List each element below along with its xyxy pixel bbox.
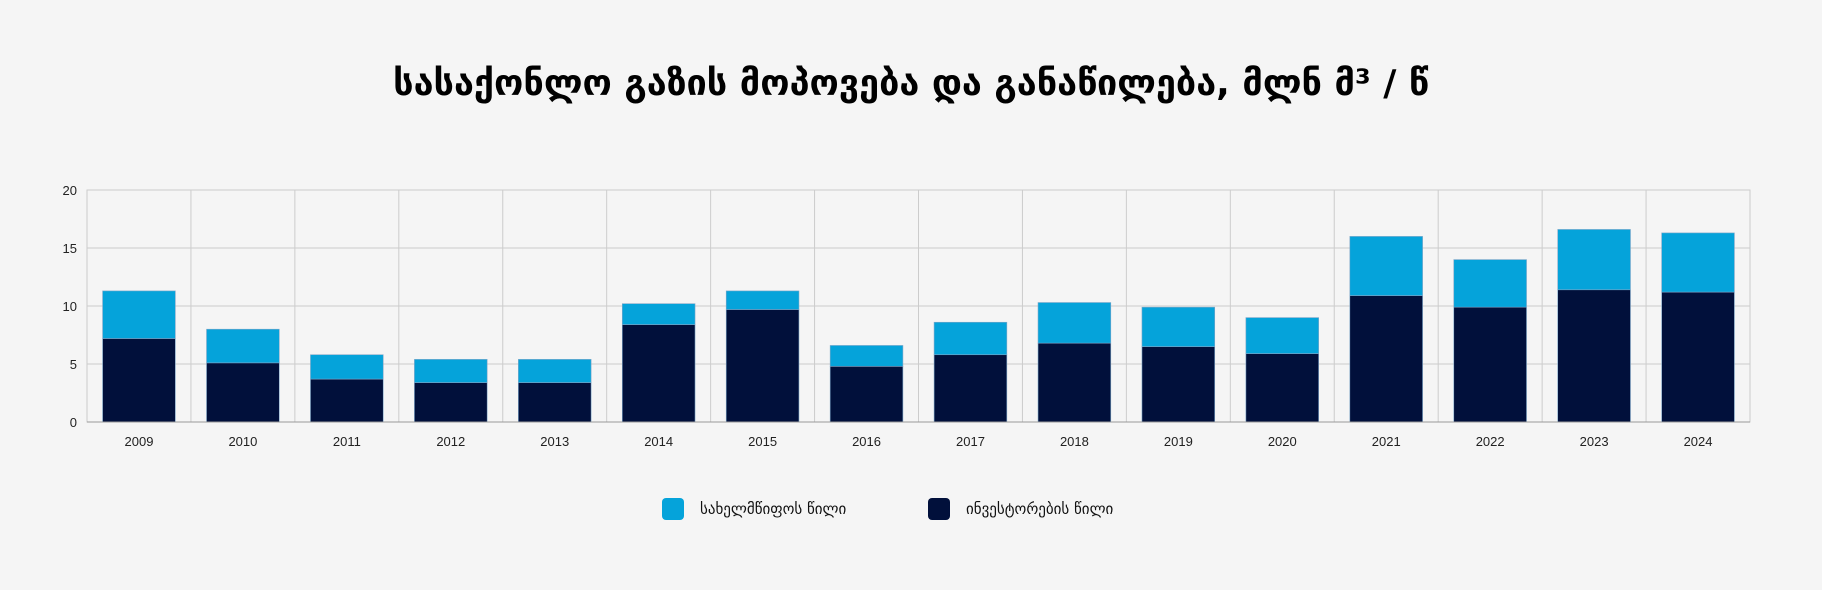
legend: სახელმწიფოს წილი ინვესტორების წილი bbox=[662, 498, 1114, 520]
bar-state-2024 bbox=[1661, 232, 1735, 293]
bar-state-2011 bbox=[310, 354, 384, 380]
bars bbox=[102, 229, 1735, 423]
bar-state-2009 bbox=[102, 290, 176, 339]
bar-investors-2016 bbox=[829, 366, 904, 423]
y-tick-label: 20 bbox=[63, 183, 77, 198]
x-tick-label: 2017 bbox=[956, 434, 985, 449]
x-tick-label: 2011 bbox=[333, 434, 361, 449]
bar-investors-2020 bbox=[1245, 353, 1319, 423]
bar-investors-2011 bbox=[310, 378, 384, 423]
bar-state-2018 bbox=[1037, 302, 1112, 344]
bar-state-2014 bbox=[621, 303, 696, 325]
legend-swatch-investors bbox=[928, 498, 950, 520]
bar-investors-2021 bbox=[1349, 295, 1423, 423]
x-tick-label: 2020 bbox=[1268, 434, 1297, 449]
bar-investors-2015 bbox=[725, 309, 800, 423]
x-tick-label: 2021 bbox=[1372, 434, 1401, 449]
chart-title: სასაქონლო გაზის მოპოვება და განაწილება, … bbox=[393, 63, 1429, 104]
bar-state-2010 bbox=[206, 328, 280, 364]
y-tick-label: 10 bbox=[63, 299, 77, 314]
bar-investors-2019 bbox=[1141, 346, 1216, 423]
x-tick-label: 2022 bbox=[1476, 434, 1505, 449]
x-tick-label: 2014 bbox=[644, 434, 673, 449]
bar-state-2017 bbox=[933, 321, 1008, 356]
bar-investors-2017 bbox=[933, 354, 1008, 423]
x-tick-label: 2023 bbox=[1580, 434, 1609, 449]
legend-label-investors: ინვესტორების წილი bbox=[966, 500, 1114, 518]
y-tick-label: 5 bbox=[70, 357, 77, 372]
x-tick-label: 2009 bbox=[125, 434, 154, 449]
bar-state-2015 bbox=[725, 290, 800, 310]
x-tick-label: 2024 bbox=[1684, 434, 1713, 449]
bar-investors-2014 bbox=[621, 324, 696, 423]
bar-investors-2024 bbox=[1661, 291, 1735, 423]
bar-state-2019 bbox=[1141, 306, 1216, 347]
bar-state-2020 bbox=[1245, 317, 1319, 354]
bar-state-2013 bbox=[518, 359, 592, 383]
y-axis: 0 5 10 15 20 bbox=[63, 183, 77, 430]
bar-state-2021 bbox=[1349, 236, 1423, 296]
bar-investors-2012 bbox=[414, 382, 488, 423]
x-tick-label: 2018 bbox=[1060, 434, 1089, 449]
x-tick-label: 2015 bbox=[748, 434, 777, 449]
x-tick-label: 2010 bbox=[228, 434, 257, 449]
bar-state-2012 bbox=[414, 359, 488, 383]
legend-swatch-state bbox=[662, 498, 684, 520]
bar-investors-2009 bbox=[102, 338, 176, 423]
bar-investors-2010 bbox=[206, 362, 280, 423]
bar-state-2022 bbox=[1453, 259, 1527, 308]
legend-label-state: სახელმწიფოს წილი bbox=[700, 500, 847, 518]
x-tick-label: 2016 bbox=[852, 434, 881, 449]
bar-investors-2022 bbox=[1453, 306, 1527, 423]
bar-investors-2023 bbox=[1557, 289, 1631, 423]
bar-investors-2013 bbox=[518, 382, 592, 423]
y-tick-label: 0 bbox=[70, 415, 77, 430]
bar-state-2023 bbox=[1557, 229, 1631, 291]
x-tick-label: 2012 bbox=[436, 434, 465, 449]
bar-state-2016 bbox=[829, 345, 904, 367]
x-tick-label: 2019 bbox=[1164, 434, 1193, 449]
y-tick-label: 15 bbox=[63, 241, 77, 256]
x-axis: 2009 2010 2011 2012 2013 2014 2015 2016 2017 2018… bbox=[87, 421, 1750, 449]
bar-investors-2018 bbox=[1037, 342, 1112, 423]
x-tick-label: 2013 bbox=[540, 434, 569, 449]
